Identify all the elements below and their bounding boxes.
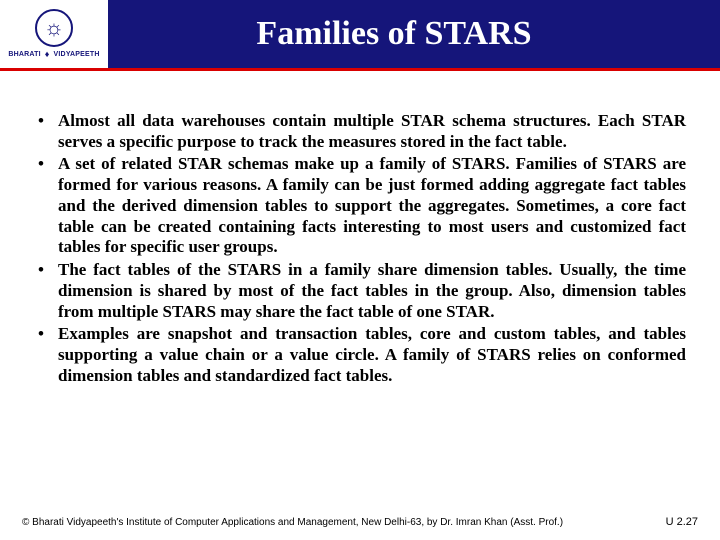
- institute-logo: BHARATI ♦ VIDYAPEETH: [0, 0, 108, 68]
- content-area: Almost all data warehouses contain multi…: [0, 71, 720, 401]
- bullet-item: The fact tables of the STARS in a family…: [34, 260, 686, 322]
- bullet-item: Examples are snapshot and transaction ta…: [34, 324, 686, 386]
- logo-flame-icon: ♦: [45, 49, 50, 59]
- footer: © Bharati Vidyapeeth's Institute of Comp…: [0, 516, 720, 528]
- bullet-list: Almost all data warehouses contain multi…: [34, 111, 686, 387]
- logo-caption: BHARATI ♦ VIDYAPEETH: [8, 49, 99, 59]
- bullet-item: A set of related STAR schemas make up a …: [34, 154, 686, 258]
- logo-emblem-icon: [35, 9, 73, 47]
- logo-text-right: VIDYAPEETH: [54, 51, 100, 58]
- copyright-text: © Bharati Vidyapeeth's Institute of Comp…: [22, 517, 563, 528]
- logo-text-left: BHARATI: [8, 51, 40, 58]
- slide-number: U 2.27: [666, 516, 698, 528]
- slide-title: Families of STARS: [108, 15, 720, 53]
- title-band: BHARATI ♦ VIDYAPEETH Families of STARS: [0, 0, 720, 68]
- bullet-item: Almost all data warehouses contain multi…: [34, 111, 686, 152]
